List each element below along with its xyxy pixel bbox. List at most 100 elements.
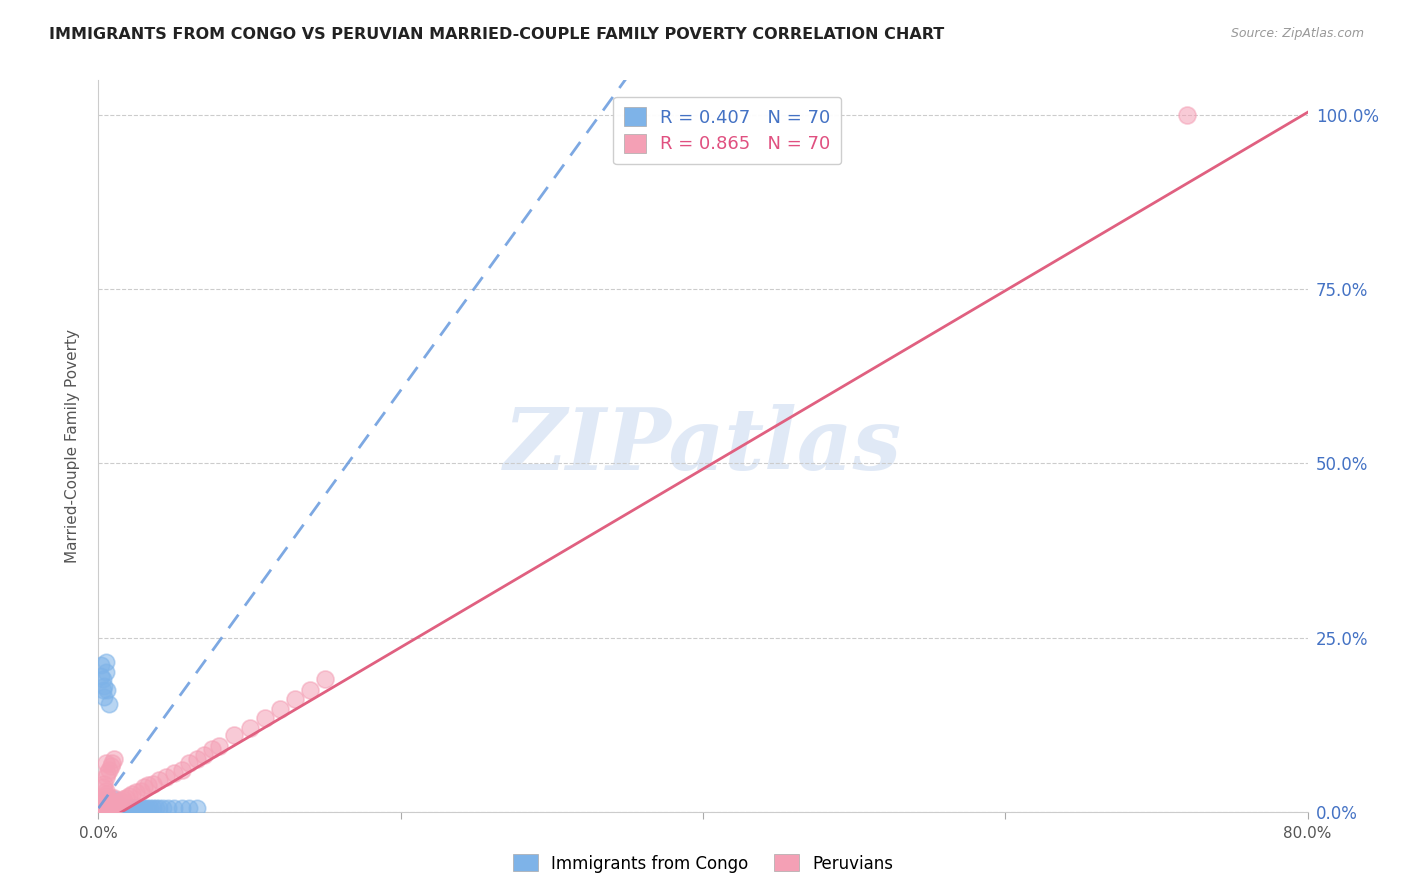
Text: Source: ZipAtlas.com: Source: ZipAtlas.com [1230, 27, 1364, 40]
Point [96, 797, 118, 812]
Point [93, 797, 115, 811]
Point [145, 801, 167, 815]
Point [105, 797, 128, 812]
Point [94, 803, 117, 817]
Point [98, 797, 121, 811]
Point [148, 801, 170, 815]
Point [94, 794, 117, 808]
Point [94, 665, 117, 680]
Point [91, 800, 114, 814]
Point [101, 797, 124, 811]
Point [135, 801, 157, 815]
Point [94, 797, 117, 811]
Point [125, 801, 148, 815]
Point [93, 794, 115, 808]
Point [103, 790, 125, 805]
Point [100, 801, 122, 815]
Point [105, 801, 128, 815]
Point [94, 770, 117, 784]
Point [110, 801, 132, 815]
Point [96, 799, 118, 814]
Point [94, 800, 117, 814]
Point [93, 679, 115, 693]
Point [103, 792, 125, 806]
Point [104, 797, 127, 812]
Point [208, 739, 231, 753]
Point [94, 784, 117, 798]
Point [93, 797, 115, 811]
Point [284, 691, 307, 706]
Point [224, 728, 246, 742]
Point [94, 655, 117, 669]
Point [94, 795, 117, 809]
Point [103, 752, 125, 766]
Point [90, 669, 112, 683]
Point [101, 756, 124, 770]
Point [1175, 108, 1198, 122]
Point [125, 785, 148, 799]
Legend: R = 0.407   N = 70, R = 0.865   N = 70: R = 0.407 N = 70, R = 0.865 N = 70 [613, 96, 841, 164]
Point [201, 742, 224, 756]
Point [98, 697, 121, 711]
Point [96, 766, 118, 780]
Point [163, 801, 186, 815]
Point [91, 797, 114, 812]
Point [103, 797, 125, 811]
Point [93, 801, 115, 815]
Point [139, 801, 162, 815]
Y-axis label: Married-Couple Family Poverty: Married-Couple Family Poverty [65, 329, 80, 563]
Point [96, 801, 118, 815]
Point [129, 801, 152, 815]
Point [111, 801, 134, 815]
Point [91, 673, 114, 687]
Point [91, 682, 114, 697]
Point [107, 797, 129, 812]
Point [98, 801, 121, 815]
Point [110, 799, 132, 814]
Point [239, 721, 262, 735]
Point [156, 801, 179, 815]
Point [163, 766, 186, 780]
Point [155, 770, 177, 784]
Point [100, 797, 122, 812]
Point [186, 801, 208, 815]
Point [90, 803, 112, 817]
Point [96, 801, 118, 815]
Point [142, 777, 165, 791]
Point [94, 799, 117, 814]
Point [94, 792, 117, 806]
Point [314, 673, 336, 687]
Point [98, 794, 121, 808]
Point [179, 756, 201, 770]
Legend: Immigrants from Congo, Peruvians: Immigrants from Congo, Peruvians [506, 847, 900, 880]
Point [93, 777, 115, 791]
Point [94, 756, 117, 770]
Point [103, 801, 125, 815]
Point [129, 784, 152, 798]
Point [104, 797, 127, 811]
Point [98, 792, 121, 806]
Point [103, 797, 125, 812]
Point [132, 780, 155, 795]
Point [101, 801, 124, 815]
Point [101, 795, 124, 809]
Point [110, 794, 132, 808]
Point [107, 795, 129, 809]
Point [100, 794, 122, 808]
Point [104, 801, 127, 815]
Point [90, 801, 112, 815]
Point [96, 797, 118, 811]
Point [121, 801, 143, 815]
Point [100, 801, 122, 815]
Point [124, 801, 146, 815]
Point [100, 795, 122, 809]
Point [148, 773, 170, 788]
Point [114, 801, 136, 815]
Point [122, 801, 145, 815]
Point [118, 789, 141, 804]
Point [114, 790, 136, 805]
Point [90, 658, 112, 673]
Point [112, 801, 135, 815]
Point [193, 747, 215, 762]
Text: ZIPatlas: ZIPatlas [503, 404, 903, 488]
